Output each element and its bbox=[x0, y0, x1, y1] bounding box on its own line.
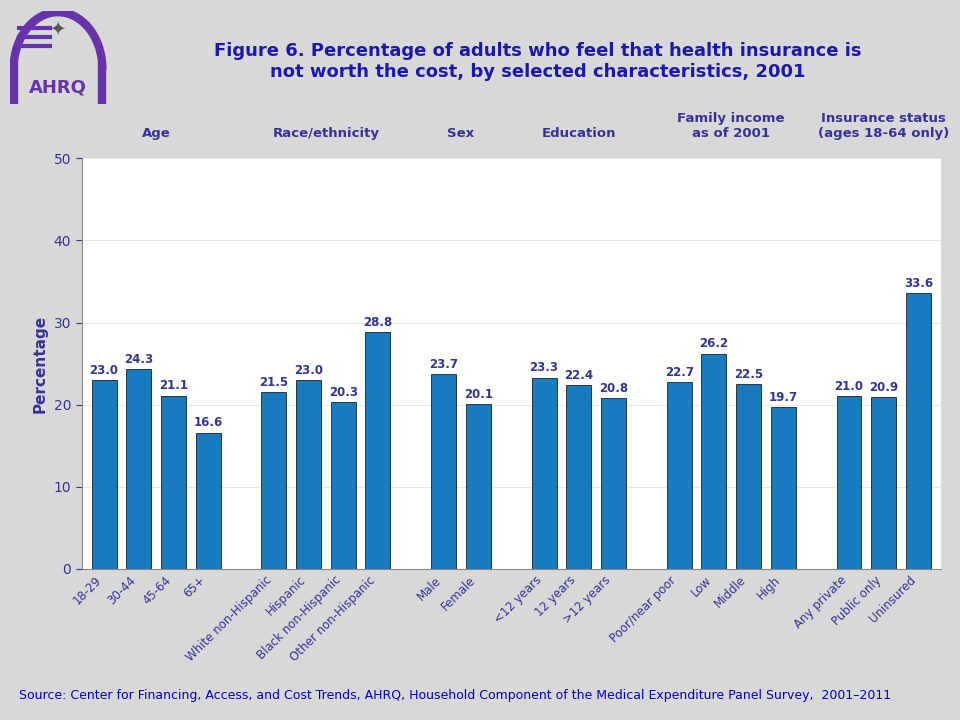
Bar bbox=[906, 293, 931, 569]
Text: 21.0: 21.0 bbox=[834, 380, 863, 393]
Bar bbox=[296, 380, 321, 569]
Bar bbox=[532, 377, 557, 569]
Text: 24.3: 24.3 bbox=[124, 353, 154, 366]
Bar bbox=[431, 374, 456, 569]
Bar bbox=[196, 433, 221, 569]
Text: 20.3: 20.3 bbox=[328, 386, 358, 399]
Text: 21.5: 21.5 bbox=[259, 376, 288, 389]
Text: Race/ethnicity: Race/ethnicity bbox=[273, 127, 379, 140]
Text: 33.6: 33.6 bbox=[903, 276, 933, 289]
Text: 22.5: 22.5 bbox=[734, 368, 763, 381]
Bar bbox=[127, 369, 152, 569]
Text: 22.7: 22.7 bbox=[664, 366, 694, 379]
Text: 23.0: 23.0 bbox=[89, 364, 119, 377]
Text: 23.3: 23.3 bbox=[530, 361, 559, 374]
Text: 26.2: 26.2 bbox=[699, 338, 729, 351]
Y-axis label: Percentage: Percentage bbox=[33, 315, 48, 413]
Bar bbox=[736, 384, 761, 569]
Bar bbox=[466, 404, 491, 569]
Text: Age: Age bbox=[142, 127, 171, 140]
Bar bbox=[161, 395, 186, 569]
Bar bbox=[366, 333, 391, 569]
Text: 23.0: 23.0 bbox=[294, 364, 323, 377]
Text: 20.9: 20.9 bbox=[869, 381, 899, 394]
Text: ✦: ✦ bbox=[49, 19, 66, 38]
Text: 23.7: 23.7 bbox=[429, 358, 458, 371]
Bar bbox=[330, 402, 355, 569]
Bar bbox=[91, 380, 116, 569]
Bar bbox=[836, 397, 861, 569]
Text: Source: Center for Financing, Access, and Cost Trends, AHRQ, Household Component: Source: Center for Financing, Access, an… bbox=[19, 689, 891, 702]
Text: Family income
as of 2001: Family income as of 2001 bbox=[678, 112, 785, 140]
Bar bbox=[601, 398, 626, 569]
Bar bbox=[566, 385, 591, 569]
Bar bbox=[702, 354, 727, 569]
Bar bbox=[771, 407, 796, 569]
Text: 28.8: 28.8 bbox=[363, 316, 393, 329]
Text: 16.6: 16.6 bbox=[193, 416, 223, 429]
Bar bbox=[261, 392, 286, 569]
Bar bbox=[871, 397, 896, 569]
Text: Sex: Sex bbox=[447, 127, 474, 140]
Text: 20.1: 20.1 bbox=[464, 387, 492, 400]
Text: Insurance status
(ages 18-64 only): Insurance status (ages 18-64 only) bbox=[818, 112, 949, 140]
Text: 21.1: 21.1 bbox=[159, 379, 188, 392]
Text: 19.7: 19.7 bbox=[769, 391, 798, 404]
Text: Education: Education bbox=[541, 127, 616, 140]
Text: Figure 6. Percentage of adults who feel that health insurance is
not worth the c: Figure 6. Percentage of adults who feel … bbox=[214, 42, 861, 81]
Text: 22.4: 22.4 bbox=[564, 369, 593, 382]
Bar bbox=[667, 382, 692, 569]
Text: 20.8: 20.8 bbox=[599, 382, 628, 395]
Text: AHRQ: AHRQ bbox=[29, 79, 87, 97]
